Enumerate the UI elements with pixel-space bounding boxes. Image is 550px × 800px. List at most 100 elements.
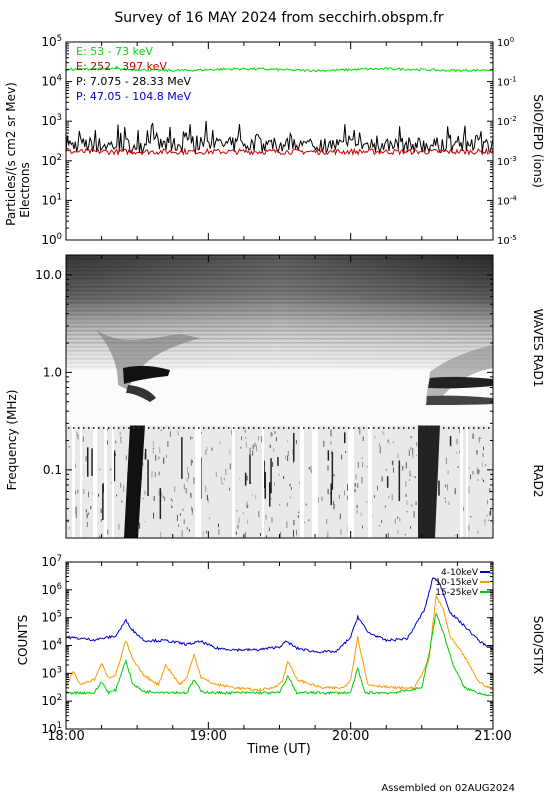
rad2-noise: [480, 437, 482, 439]
particles-legend-entry: P: 7.075 - 28.33 MeV: [76, 75, 192, 88]
rad2-noise: [411, 504, 413, 507]
rad2-edge-dot: [353, 427, 355, 429]
rad2-edge-dot: [388, 427, 390, 429]
rad2-noise: [74, 490, 76, 495]
rad2-noise: [120, 482, 122, 488]
rad2-noise: [402, 466, 404, 471]
stix-series-line: [66, 595, 493, 692]
rad2-noise: [261, 436, 262, 443]
rad2-noise: [287, 450, 289, 456]
stix-legend-entry: 15-25keV: [435, 588, 479, 598]
rad2-noise: [485, 464, 487, 467]
rad2-noise: [293, 530, 294, 537]
rad2-noise: [82, 436, 84, 442]
rad2-noise: [273, 448, 275, 453]
rad2-noise: [171, 505, 173, 509]
rad2-streak: [438, 480, 440, 496]
rad2-streak: [327, 450, 330, 461]
rad2-noise: [310, 465, 312, 472]
rad2-data-gap: [368, 426, 372, 538]
rad2-noise: [391, 494, 393, 501]
particles-series-line: [66, 120, 493, 155]
rad2-streak: [91, 448, 93, 476]
rad2-noise: [290, 487, 292, 490]
rad2-noise: [293, 519, 295, 526]
rad2-edge-dot: [213, 427, 215, 429]
rad2-noise: [373, 495, 375, 498]
rad2-edge-dot: [193, 427, 195, 429]
rad2-noise: [490, 509, 492, 516]
rad2-noise: [205, 485, 207, 492]
rad2-noise: [186, 478, 188, 483]
rad2-edge-dot: [258, 427, 260, 429]
rad2-noise: [190, 492, 192, 498]
rad2-noise: [355, 474, 357, 480]
rad2-data-gap: [80, 426, 82, 538]
rad2-noise: [236, 510, 238, 512]
rad1-stripe: [66, 314, 493, 316]
rad1-stripe: [66, 358, 493, 360]
rad2-noise: [284, 455, 286, 460]
rad2-noise: [237, 524, 239, 529]
stix-tick-label: 105: [41, 609, 62, 625]
rad2-noise: [409, 479, 410, 481]
rad1-stripe: [66, 338, 493, 340]
rad2-noise: [186, 527, 188, 530]
rad2-noise: [445, 457, 447, 464]
stix-legend-entry: 10-15keV: [435, 578, 479, 588]
rad2-noise: [174, 486, 176, 492]
rad2-noise: [377, 485, 378, 491]
rad1-stripe: [66, 310, 493, 312]
rad2-data-gap: [262, 426, 264, 538]
rad2-data-gap: [112, 426, 114, 538]
rad2-noise: [75, 506, 77, 514]
rad2-noise: [99, 468, 101, 471]
rad2-edge-dot: [198, 427, 200, 429]
rad2-edge-dot: [263, 427, 265, 429]
rad2-edge-dot: [383, 427, 385, 429]
rad2-noise: [356, 510, 358, 514]
rad2-noise: [100, 508, 102, 513]
rad2-noise: [100, 519, 102, 522]
rad2-edge-dot: [78, 427, 80, 429]
particles-right-tick-label: 100: [497, 36, 514, 49]
stix-panel: 101 102 103 104 105 106 107 4-10keV10-15keV15-…: [16, 553, 545, 736]
rad2-noise: [308, 467, 310, 470]
rad2-noise: [397, 516, 399, 519]
particles-right-label: SolO/EPD (ions): [531, 94, 545, 188]
rad2-noise: [190, 459, 192, 466]
rad2-edge-dot: [208, 427, 210, 429]
rad2-edge-dot: [238, 427, 240, 429]
stix-tick-label: 107: [41, 553, 62, 569]
rad2-noise: [242, 512, 244, 515]
rad2-noise: [305, 503, 307, 506]
rad2-noise: [229, 463, 231, 470]
rad2-edge-dot: [408, 427, 410, 429]
rad2-noise: [387, 532, 389, 538]
rad2-noise: [256, 445, 257, 452]
rad2-noise: [379, 446, 381, 454]
rad2-noise: [75, 512, 77, 519]
rad1-stripe: [66, 362, 493, 364]
rad2-noise: [472, 433, 474, 439]
particles-legend-entry: E: 252 - 397 keV: [76, 60, 167, 73]
rad2-noise: [361, 476, 363, 484]
rad2-noise: [362, 525, 363, 529]
rad2-noise: [383, 433, 385, 435]
rad2-noise: [410, 436, 412, 439]
particles-series-line: [66, 147, 493, 157]
rad2-edge-dot: [158, 427, 160, 429]
rad2-edge-dot: [128, 427, 130, 429]
stix-right-label: SolO/STIX: [531, 616, 545, 675]
rad2-noise: [489, 511, 491, 516]
rad2-noise: [85, 456, 87, 462]
rad2-noise: [143, 453, 145, 460]
rad2-noise: [251, 494, 253, 496]
rad2-edge-dot: [403, 427, 405, 429]
rad2-edge-dot: [283, 427, 285, 429]
rad2-edge-dot: [483, 427, 485, 429]
rad2-noise: [109, 468, 111, 471]
rad2-noise: [287, 455, 289, 462]
rad2-noise: [354, 488, 356, 493]
rad2-noise: [170, 498, 172, 501]
